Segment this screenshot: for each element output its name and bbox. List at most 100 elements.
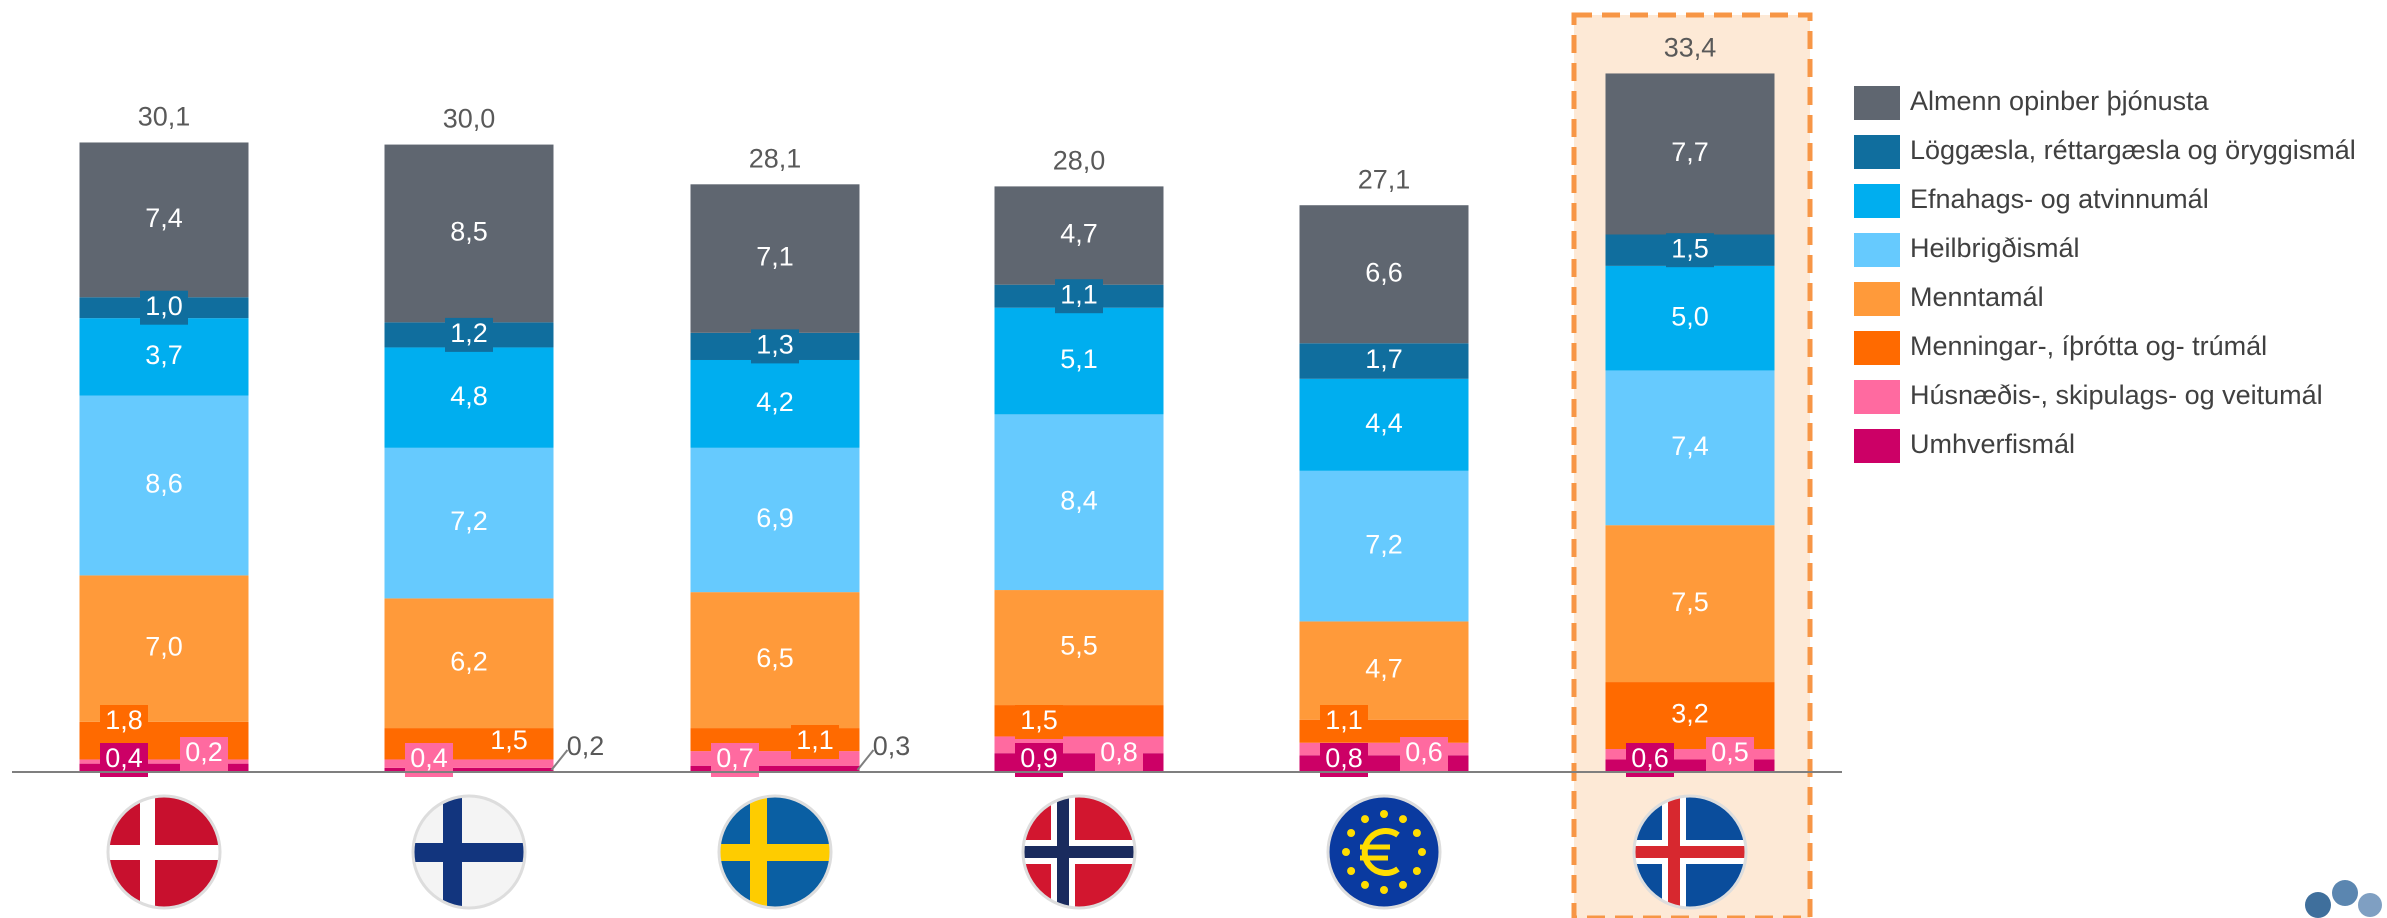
data-label: 1,1 (796, 725, 834, 755)
data-label: 0,9 (1020, 743, 1058, 773)
bar-segment (994, 590, 1164, 706)
legend-swatch (1854, 331, 1900, 365)
data-label: 6,5 (756, 643, 794, 673)
bar-segment (1299, 205, 1469, 344)
bar-segment (79, 763, 249, 772)
bar-segment (384, 767, 554, 772)
flag-iceland (1632, 794, 1748, 910)
legend-label: Menningar-, íþrótta og- trúmál (1910, 331, 2267, 361)
bar-segment (79, 395, 249, 576)
data-label: 7,4 (1671, 431, 1709, 461)
data-label: 7,7 (1671, 137, 1709, 167)
bar-segment (690, 359, 860, 448)
data-label: 3,7 (145, 340, 183, 370)
flags (106, 794, 1748, 910)
bar-segment (1299, 470, 1469, 622)
bar-segment (384, 598, 554, 729)
legend-label: Umhverfismál (1910, 429, 2075, 459)
legend: Almenn opinber þjónusta Löggæsla, réttarg… (1854, 86, 2356, 463)
flag-norway (1021, 794, 1137, 910)
bar-segment (994, 414, 1164, 591)
label-box (140, 290, 188, 325)
data-label: 1,5 (490, 725, 528, 755)
legend-label: Húsnæðis-, skipulags- og veitumál (1910, 380, 2323, 410)
data-label: 4,8 (450, 381, 488, 411)
total-label: 30,1 (138, 102, 191, 132)
label-box (100, 705, 148, 739)
flag-denmark (106, 794, 222, 910)
bar-segment (79, 575, 249, 722)
data-label: 4,4 (1365, 408, 1403, 438)
bar-segment (384, 144, 554, 323)
bar-segment (690, 592, 860, 729)
legend-swatch (1854, 135, 1900, 169)
data-label: 1,8 (105, 705, 143, 735)
bar-segment (384, 347, 554, 448)
data-label: 7,2 (450, 506, 488, 536)
label-box (1015, 705, 1063, 739)
data-label: 5,5 (1060, 631, 1098, 661)
logo (2305, 880, 2382, 918)
data-label: 0,4 (105, 743, 143, 773)
bar-segment (1605, 748, 1775, 760)
data-label: 1,5 (1020, 705, 1058, 735)
bar-segment (690, 184, 860, 333)
data-label: 4,2 (756, 387, 794, 417)
legend-label: Almenn opinber þjónusta (1910, 86, 2210, 116)
data-label: 1,1 (1325, 705, 1363, 735)
label-box (180, 737, 228, 771)
bar-segment (79, 318, 249, 396)
flag-finland (411, 794, 527, 910)
label-box (1055, 279, 1103, 314)
data-label: 4,7 (1365, 654, 1403, 684)
label-box (791, 725, 839, 759)
data-label: 0,6 (1631, 743, 1669, 773)
data-label: 1,2 (450, 318, 488, 348)
label-box (751, 329, 799, 364)
data-label: 7,5 (1671, 587, 1709, 617)
label-box (1706, 737, 1754, 771)
bar-segment (384, 759, 554, 768)
flag-eu (1326, 794, 1442, 910)
data-label: 1,0 (145, 291, 183, 321)
legend-swatch (1854, 86, 1900, 120)
label-box (1400, 737, 1448, 771)
data-label: 7,0 (145, 632, 183, 662)
legend-label: Heilbrigðismál (1910, 233, 2080, 263)
data-label: 1,1 (1060, 279, 1098, 309)
data-label: 0,4 (410, 743, 448, 773)
data-label: 7,4 (145, 203, 183, 233)
data-label: 0,2 (185, 737, 223, 767)
plot-area: 7,4 1,0 3,7 8,6 7,0 0,4 0,2 1,8 30,1 8,5 1,2 4,8 7,2… (79, 33, 1775, 777)
bar-segment (384, 447, 554, 599)
bar-segment (79, 759, 249, 764)
legend-label: Efnahags- og atvinnumál (1910, 184, 2209, 214)
bar-segment (994, 307, 1164, 415)
total-label: 28,0 (1053, 146, 1106, 176)
bar-segment (1299, 621, 1469, 720)
legend-swatch (1854, 233, 1900, 267)
data-label: 7,2 (1365, 529, 1403, 559)
data-label: 8,5 (450, 217, 488, 247)
legend-swatch (1854, 429, 1900, 463)
data-label: 8,6 (145, 469, 183, 499)
data-label: 6,6 (1365, 257, 1403, 287)
label-box (1320, 705, 1368, 739)
data-label: 0,2 (567, 731, 605, 761)
data-label: 1,5 (1671, 233, 1709, 263)
bar-segment (1605, 525, 1775, 683)
legend-label: Menntamál (1910, 282, 2044, 312)
data-label: 8,4 (1060, 485, 1098, 515)
leader-line (550, 749, 569, 771)
data-label: 0,5 (1711, 737, 1749, 767)
label-box (445, 317, 493, 352)
legend-swatch (1854, 380, 1900, 414)
data-label: 6,9 (756, 503, 794, 533)
bar-segment (1605, 73, 1775, 235)
label-box (1360, 344, 1408, 379)
data-label: 4,7 (1060, 219, 1098, 249)
bar-segment (1299, 378, 1469, 471)
bar-segment (1605, 370, 1775, 526)
legend-label: Löggæsla, réttargæsla og öryggismál (1910, 135, 2356, 165)
flag-sweden (717, 794, 833, 910)
